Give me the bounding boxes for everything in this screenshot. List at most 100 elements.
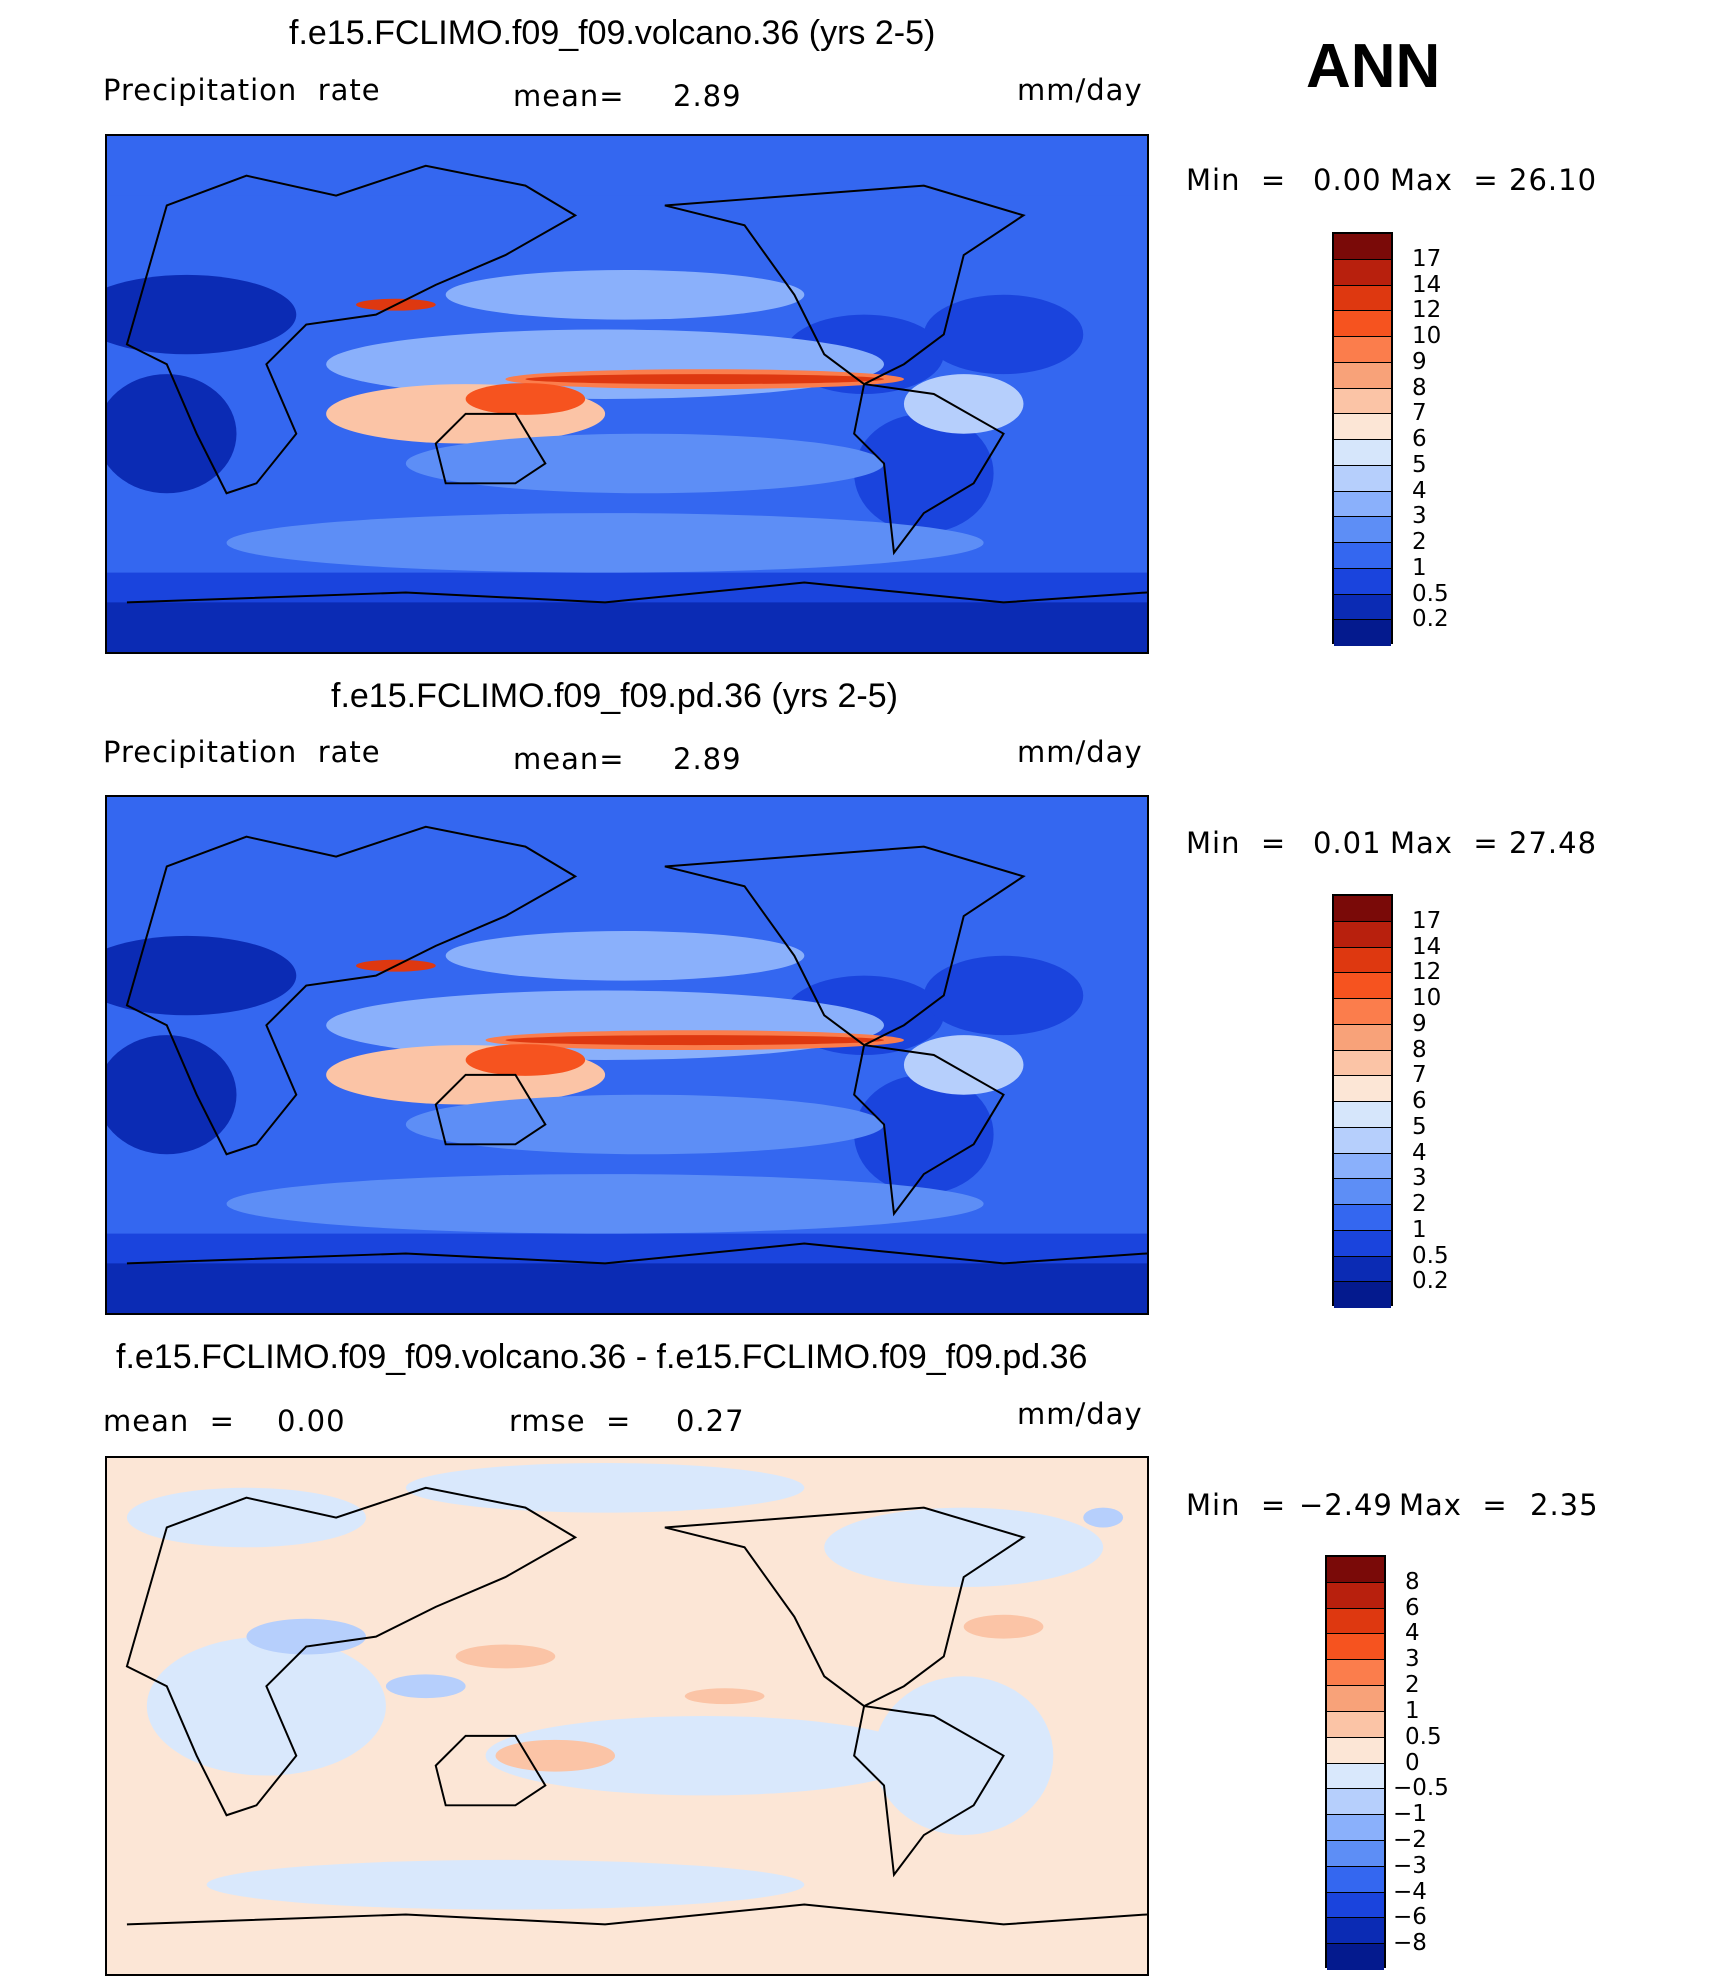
colorbar-segment xyxy=(1334,1076,1391,1102)
panel1-title: f.e15.FCLIMO.f09_f09.volcano.36 (yrs 2-5… xyxy=(289,14,936,52)
colorbar-tick-label: −4 xyxy=(1393,1878,1427,1905)
colorbar-segment xyxy=(1334,921,1391,948)
colorbar-segment xyxy=(1334,465,1391,492)
colorbar-tick-label: 4 xyxy=(1405,1620,1420,1647)
colorbar-tick-label: −6 xyxy=(1393,1904,1427,1931)
panel1-map-svg xyxy=(107,136,1147,652)
colorbar-tick-label: 3 xyxy=(1405,1646,1420,1673)
panel3-units: mm/day xyxy=(1017,1397,1143,1431)
panel1-mean-value: 2.89 xyxy=(673,79,742,113)
colorbar-tick-label: 0.2 xyxy=(1412,606,1449,633)
panel3-map-svg xyxy=(107,1458,1147,1974)
panel1-min-label: Min = xyxy=(1186,163,1287,197)
panel2-colorbar xyxy=(1332,894,1393,1308)
colorbar-tick-label: 17 xyxy=(1412,907,1442,934)
colorbar-segment xyxy=(1334,362,1391,389)
colorbar-tick-label: 8 xyxy=(1412,374,1427,401)
panel3-mean-value: 0.00 xyxy=(277,1404,346,1438)
colorbar-segment xyxy=(1334,517,1391,543)
colorbar-segment xyxy=(1327,1711,1384,1738)
colorbar-segment xyxy=(1327,1686,1384,1712)
panel2-mean-label: mean= xyxy=(513,742,625,776)
colorbar-segment xyxy=(1327,1608,1384,1635)
colorbar-tick-label: 17 xyxy=(1412,245,1442,272)
panel2-map-svg xyxy=(107,797,1147,1313)
panel1-min-value: 0.00 xyxy=(1313,163,1382,197)
colorbar-tick-label: 8 xyxy=(1412,1036,1427,1063)
panel2-variable-label: Precipitation rate xyxy=(103,735,381,769)
panel1-colorbar xyxy=(1332,232,1393,646)
colorbar-tick-label: 7 xyxy=(1412,400,1427,427)
colorbar-segment xyxy=(1334,491,1391,518)
colorbar-segment xyxy=(1334,311,1391,337)
colorbar-tick-label: 2 xyxy=(1405,1672,1420,1699)
panel2-title: f.e15.FCLIMO.f09_f09.pd.36 (yrs 2-5) xyxy=(331,677,898,715)
colorbar-tick-label: 8 xyxy=(1405,1568,1420,1595)
panel2-mean-value: 2.89 xyxy=(673,742,742,776)
colorbar-segment xyxy=(1334,1282,1391,1308)
colorbar-tick-label: 5 xyxy=(1412,451,1427,478)
colorbar-tick-label: 1 xyxy=(1412,1216,1427,1243)
colorbar-segment xyxy=(1327,1918,1384,1945)
colorbar-tick-label: 0.5 xyxy=(1405,1723,1442,1750)
season-label: ANN xyxy=(1306,32,1441,101)
colorbar-segment xyxy=(1334,973,1391,999)
colorbar-segment xyxy=(1334,285,1391,312)
colorbar-segment xyxy=(1327,1737,1384,1764)
colorbar-tick-label: 3 xyxy=(1412,1165,1427,1192)
colorbar-segment xyxy=(1334,947,1391,974)
colorbar-segment xyxy=(1334,896,1391,922)
colorbar-tick-label: 9 xyxy=(1412,1010,1427,1037)
colorbar-tick-label: −0.5 xyxy=(1393,1775,1449,1802)
panel3-mean-label: mean = xyxy=(103,1404,235,1438)
colorbar-segment xyxy=(1327,1763,1384,1790)
panel1-mean-label: mean= xyxy=(513,79,625,113)
colorbar-tick-label: 0.2 xyxy=(1412,1268,1449,1295)
colorbar-segment xyxy=(1327,1892,1384,1919)
colorbar-segment xyxy=(1334,388,1391,415)
colorbar-tick-label: 0.5 xyxy=(1412,580,1449,607)
colorbar-segment xyxy=(1334,1050,1391,1077)
panel3-rmse-label: rmse = xyxy=(509,1404,632,1438)
panel3-rmse-value: 0.27 xyxy=(676,1404,745,1438)
colorbar-segment xyxy=(1334,1127,1391,1154)
colorbar-tick-label: 14 xyxy=(1412,271,1442,298)
panel3-title: f.e15.FCLIMO.f09_f09.volcano.36 - f.e15.… xyxy=(116,1338,1088,1376)
colorbar-segment xyxy=(1334,620,1391,646)
panel2-map xyxy=(105,795,1149,1315)
colorbar-tick-label: 9 xyxy=(1412,348,1427,375)
colorbar-segment xyxy=(1334,1230,1391,1257)
colorbar-tick-label: 4 xyxy=(1412,477,1427,504)
panel1-max-label: Max = xyxy=(1390,163,1499,197)
colorbar-segment xyxy=(1334,234,1391,260)
colorbar-segment xyxy=(1334,1153,1391,1180)
colorbar-tick-label: −3 xyxy=(1393,1852,1427,1879)
colorbar-segment xyxy=(1334,337,1391,363)
panel2-units: mm/day xyxy=(1017,735,1143,769)
colorbar-segment xyxy=(1334,1256,1391,1283)
colorbar-tick-label: 10 xyxy=(1412,323,1442,349)
panel2-min-value: 0.01 xyxy=(1313,826,1382,860)
colorbar-tick-label: −1 xyxy=(1393,1801,1427,1828)
colorbar-tick-label: 12 xyxy=(1412,959,1442,986)
colorbar-segment xyxy=(1327,1660,1384,1687)
panel3-max-label: Max = xyxy=(1399,1488,1508,1522)
colorbar-segment xyxy=(1327,1815,1384,1841)
colorbar-tick-label: 1 xyxy=(1405,1697,1420,1724)
colorbar-tick-label: 0 xyxy=(1405,1749,1420,1776)
panel1-max-value: 26.10 xyxy=(1509,163,1598,197)
colorbar-tick-label: 6 xyxy=(1412,426,1427,452)
colorbar-tick-label: 12 xyxy=(1412,297,1442,324)
colorbar-tick-label: 2 xyxy=(1412,529,1427,555)
colorbar-segment xyxy=(1327,1789,1384,1816)
colorbar-tick-label: 14 xyxy=(1412,933,1442,960)
colorbar-tick-label: 5 xyxy=(1412,1113,1427,1140)
colorbar-tick-label: 1 xyxy=(1412,554,1427,581)
panel2-max-value: 27.48 xyxy=(1509,826,1598,860)
colorbar-segment xyxy=(1334,568,1391,595)
colorbar-tick-label: 6 xyxy=(1412,1088,1427,1114)
colorbar-tick-label: −2 xyxy=(1393,1826,1427,1853)
colorbar-tick-label: 0.5 xyxy=(1412,1242,1449,1269)
colorbar-segment xyxy=(1334,1102,1391,1128)
panel3-max-value: 2.35 xyxy=(1530,1488,1599,1522)
